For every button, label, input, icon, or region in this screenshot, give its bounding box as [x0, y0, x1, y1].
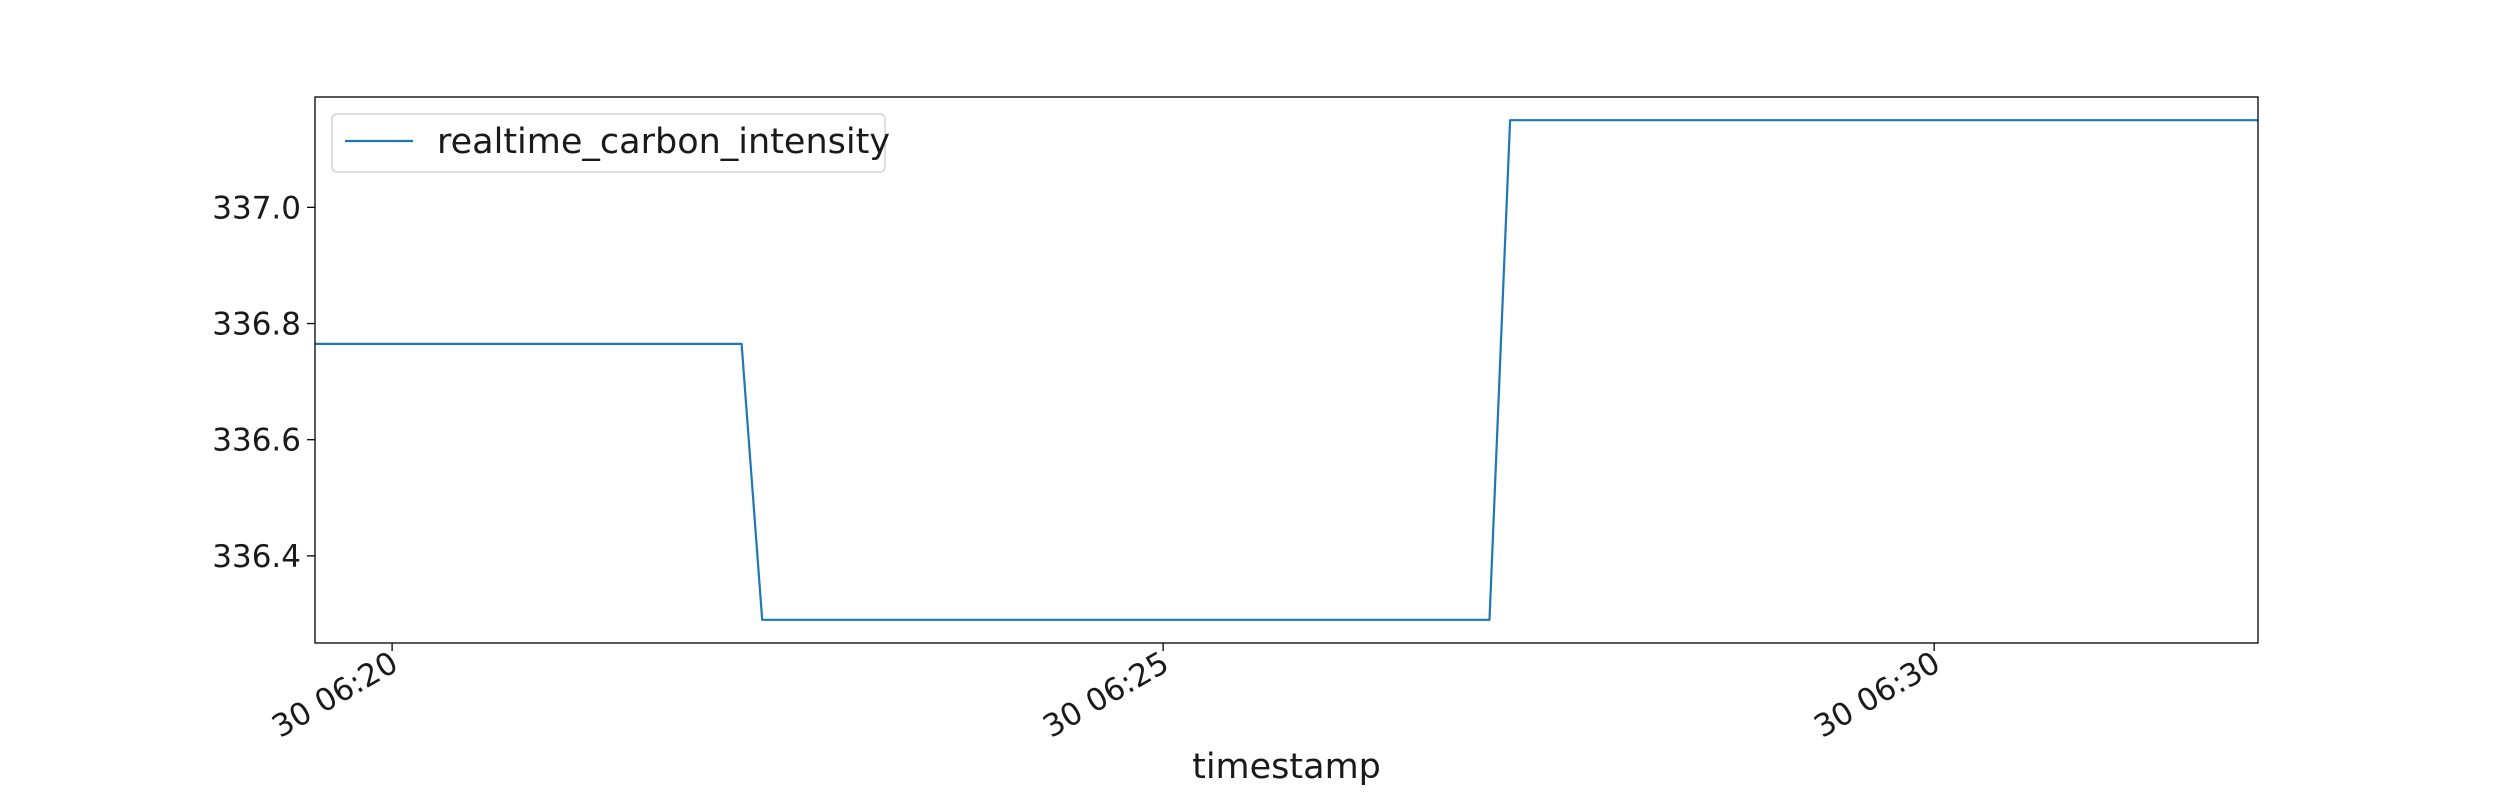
y-tick-label: 336.8: [212, 307, 301, 343]
legend-box: [331, 113, 886, 173]
legend-label: realtime_carbon_intensity: [437, 122, 890, 162]
legend: realtime_carbon_intensity: [331, 113, 890, 173]
y-tick-label: 336.4: [212, 539, 301, 575]
series-layer: [315, 119, 2258, 621]
x-tick-label: 30 06:30: [1808, 645, 1946, 745]
series-line: [315, 119, 2258, 621]
x-axis-label: timestamp: [1192, 747, 1381, 787]
y-tick-label: 337.0: [212, 190, 301, 226]
y-axis-ticks: 336.4 336.6 336.8 337.0: [212, 190, 315, 575]
x-axis-ticks: 30 06:20 30 06:25 30 06:30: [266, 643, 1946, 745]
x-tick-label: 30 06:20: [266, 645, 404, 745]
plot-frame: [314, 96, 2259, 644]
x-tick-label: 30 06:25: [1037, 645, 1175, 745]
y-tick-label: 336.6: [212, 423, 301, 459]
